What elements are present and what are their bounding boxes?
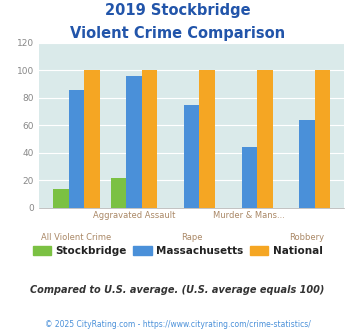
Bar — [84, 70, 100, 208]
Text: © 2025 CityRating.com - https://www.cityrating.com/crime-statistics/: © 2025 CityRating.com - https://www.city… — [45, 320, 310, 329]
Text: Robbery: Robbery — [290, 233, 325, 242]
Bar — [53, 189, 69, 208]
Legend: Stockbridge, Massachusetts, National: Stockbridge, Massachusetts, National — [28, 242, 327, 260]
Bar — [299, 120, 315, 208]
Bar — [315, 70, 331, 208]
Bar — [184, 105, 200, 208]
Bar — [69, 90, 84, 208]
Bar — [257, 70, 273, 208]
Text: Compared to U.S. average. (U.S. average equals 100): Compared to U.S. average. (U.S. average … — [30, 285, 325, 295]
Bar — [142, 70, 157, 208]
Bar — [200, 70, 215, 208]
Bar — [242, 148, 257, 208]
Text: 2019 Stockbridge: 2019 Stockbridge — [105, 3, 250, 18]
Text: Rape: Rape — [181, 233, 202, 242]
Bar — [126, 76, 142, 208]
Text: Violent Crime Comparison: Violent Crime Comparison — [70, 26, 285, 41]
Bar — [111, 178, 126, 208]
Text: All Violent Crime: All Violent Crime — [41, 233, 111, 242]
